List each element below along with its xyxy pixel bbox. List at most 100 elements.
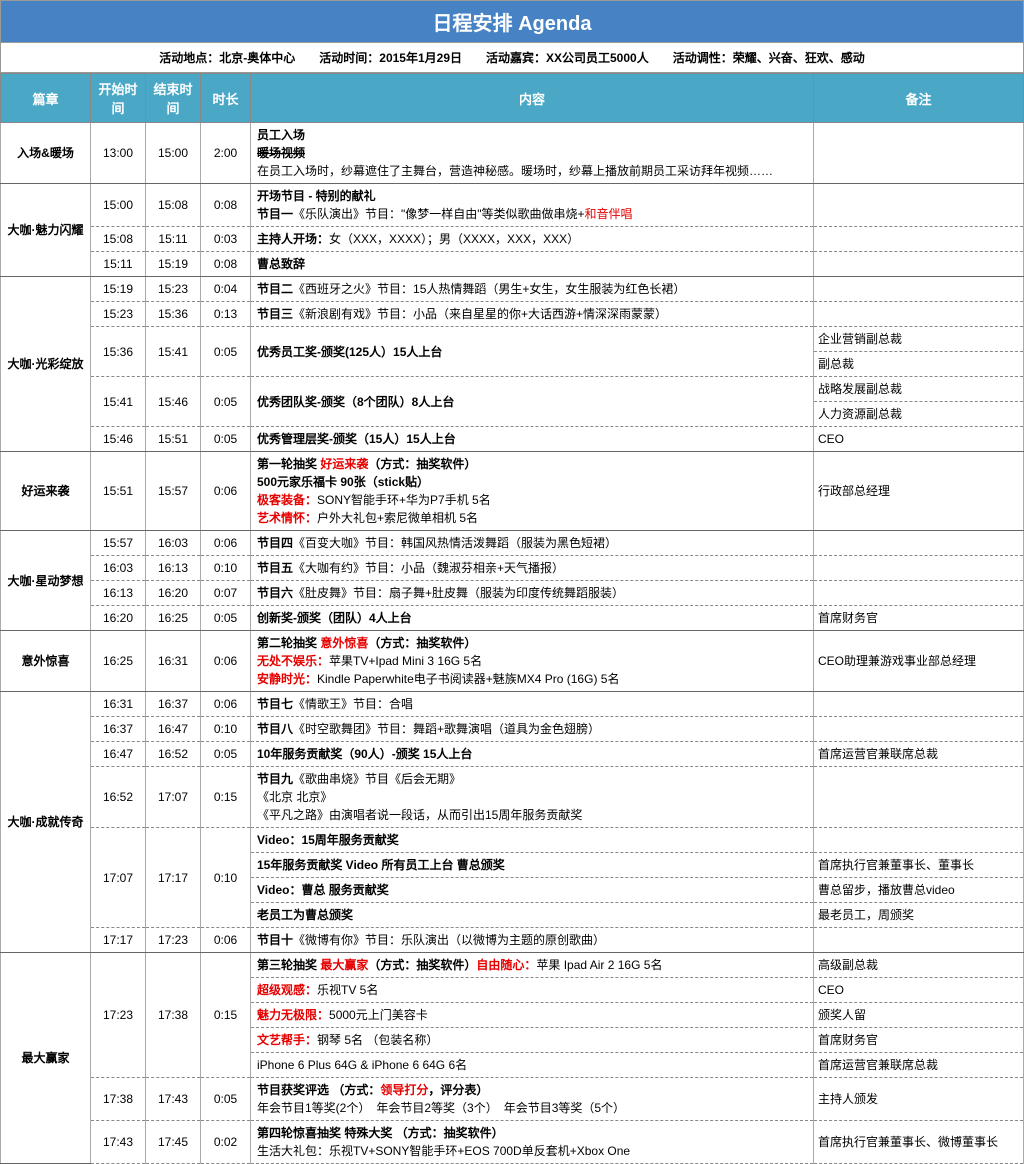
note-cell [814, 828, 1024, 853]
h-dur: 时长 [201, 74, 251, 123]
duration: 0:10 [201, 828, 251, 928]
content-cell: 员工入场 暖场视频 在员工入场时，纱幕遮住了主舞台，营造神秘感。暖场时，纱幕上播… [251, 123, 814, 184]
duration: 0:08 [201, 184, 251, 227]
note-cell: 企业营销副总裁 [814, 327, 1024, 352]
duration: 0:06 [201, 928, 251, 953]
note-cell [814, 302, 1024, 327]
content-cell: 节目七《情歌王》节目：合唱 [251, 692, 814, 717]
content-cell: 第三轮抽奖 最大赢家（方式：抽奖软件）自由随心：苹果 Ipad Air 2 16… [251, 953, 814, 978]
duration: 0:15 [201, 767, 251, 828]
start-time: 15:00 [91, 184, 146, 227]
content-cell: Video：15周年服务贡献奖 [251, 828, 814, 853]
content-cell: 优秀管理层奖-颁奖（15人）15人上台 [251, 427, 814, 452]
content-cell: 节目八《时空歌舞团》节目：舞蹈+歌舞演唱（道具为金色翅膀） [251, 717, 814, 742]
duration: 0:10 [201, 717, 251, 742]
table-row: 意外惊喜 16:25 16:31 0:06 第二轮抽奖 意外惊喜（方式：抽奖软件… [1, 631, 1024, 692]
table-row: 16:47 16:52 0:05 10年服务贡献奖（90人）-颁奖 15人上台 … [1, 742, 1024, 767]
content-cell: 节目六《肚皮舞》节目：扇子舞+肚皮舞（服装为印度传统舞蹈服装） [251, 581, 814, 606]
content-cell: 老员工为曹总颁奖 [251, 903, 814, 928]
duration: 0:15 [201, 953, 251, 1078]
note-cell: 战略发展副总裁 [814, 377, 1024, 402]
content-line: 《平凡之路》由演唱者说一段话，从而引出15周年服务贡献奖 [257, 806, 809, 824]
content-line: 暖场视频 [257, 144, 809, 162]
table-row: 15:36 15:41 0:05 优秀员工奖-颁奖(125人）15人上台 企业营… [1, 327, 1024, 352]
start-time: 16:52 [91, 767, 146, 828]
content-line: 第一轮抽奖 好运来袭（方式：抽奖软件） [257, 455, 809, 473]
duration: 0:05 [201, 742, 251, 767]
chapter-label: 大咖·星动梦想 [1, 531, 91, 631]
start-time: 16:37 [91, 717, 146, 742]
start-time: 15:57 [91, 531, 146, 556]
duration: 0:04 [201, 277, 251, 302]
info-bar: 活动地点：北京-奥体中心 活动时间：2015年1月29日 活动嘉宾：XX公司员工… [0, 43, 1024, 73]
table-row: 16:13 16:20 0:07 节目六《肚皮舞》节目：扇子舞+肚皮舞（服装为印… [1, 581, 1024, 606]
content-line: 500元家乐福卡 90张（stick贴） [257, 473, 809, 491]
header-row: 篇章 开始时间 结束时间 时长 内容 备注 [1, 74, 1024, 123]
content-line: 节目九《歌曲串烧》节目《后会无期》 [257, 770, 809, 788]
duration: 0:02 [201, 1121, 251, 1164]
table-row: 15:41 15:46 0:05 优秀团队奖-颁奖（8个团队）8人上台 战略发展… [1, 377, 1024, 402]
agenda-table: 篇章 开始时间 结束时间 时长 内容 备注 入场&暖场 13:00 15:00 … [0, 73, 1024, 1164]
chapter-label: 意外惊喜 [1, 631, 91, 692]
start-time: 17:17 [91, 928, 146, 953]
duration: 0:07 [201, 581, 251, 606]
content-cell: 优秀团队奖-颁奖（8个团队）8人上台 [251, 377, 814, 427]
note-cell [814, 767, 1024, 828]
end-time: 15:36 [146, 302, 201, 327]
table-row: 17:07 17:17 0:10 Video：15周年服务贡献奖 [1, 828, 1024, 853]
table-row: 入场&暖场 13:00 15:00 2:00 员工入场 暖场视频 在员工入场时，… [1, 123, 1024, 184]
start-time: 15:08 [91, 227, 146, 252]
content-cell: 超级观感：乐视TV 5名 [251, 978, 814, 1003]
note-cell [814, 184, 1024, 227]
duration: 0:10 [201, 556, 251, 581]
table-row: 17:17 17:23 0:06 节目十《微博有你》节目：乐队演出（以微博为主题… [1, 928, 1024, 953]
page-title: 日程安排 Agenda [0, 0, 1024, 43]
table-row: 16:20 16:25 0:05 创新奖-颁奖（团队）4人上台 首席财务官 [1, 606, 1024, 631]
note-cell [814, 928, 1024, 953]
content-cell: 10年服务贡献奖（90人）-颁奖 15人上台 [251, 742, 814, 767]
note-cell: CEO助理兼游戏事业部总经理 [814, 631, 1024, 692]
duration: 0:06 [201, 531, 251, 556]
chapter-label: 入场&暖场 [1, 123, 91, 184]
content-cell: 节目十《微博有你》节目：乐队演出（以微博为主题的原创歌曲） [251, 928, 814, 953]
content-line: 无处不娱乐：苹果TV+Ipad Mini 3 16G 5名 [257, 652, 809, 670]
start-time: 13:00 [91, 123, 146, 184]
table-row: 15:08 15:11 0:03 主持人开场：女（XXX，XXXX）；男（XXX… [1, 227, 1024, 252]
content-cell: 文艺帮手：钢琴 5名 （包装名称） [251, 1028, 814, 1053]
duration: 0:06 [201, 692, 251, 717]
note-cell [814, 227, 1024, 252]
start-time: 17:23 [91, 953, 146, 1078]
start-time: 15:11 [91, 252, 146, 277]
h-content: 内容 [251, 74, 814, 123]
content-cell: Video：曹总 服务贡献奖 [251, 878, 814, 903]
h-note: 备注 [814, 74, 1024, 123]
note-cell: 首席财务官 [814, 606, 1024, 631]
content-cell: 创新奖-颁奖（团队）4人上台 [251, 606, 814, 631]
duration: 0:08 [201, 252, 251, 277]
content-cell: 优秀员工奖-颁奖(125人）15人上台 [251, 327, 814, 377]
content-line: 第四轮惊喜抽奖 特殊大奖 （方式：抽奖软件） [257, 1124, 809, 1142]
table-row: 16:52 17:07 0:15 节目九《歌曲串烧》节目《后会无期》 《北京 北… [1, 767, 1024, 828]
end-time: 16:03 [146, 531, 201, 556]
duration: 0:06 [201, 452, 251, 531]
end-time: 17:38 [146, 953, 201, 1078]
table-row: 大咖·成就传奇 16:31 16:37 0:06 节目七《情歌王》节目：合唱 [1, 692, 1024, 717]
start-time: 15:36 [91, 327, 146, 377]
content-line: 极客装备：SONY智能手环+华为P7手机 5名 [257, 491, 809, 509]
end-time: 15:19 [146, 252, 201, 277]
duration: 0:03 [201, 227, 251, 252]
h-chapter: 篇章 [1, 74, 91, 123]
content-cell: 主持人开场：女（XXX，XXXX）；男（XXXX，XXX，XXX） [251, 227, 814, 252]
start-time: 16:13 [91, 581, 146, 606]
start-time: 16:25 [91, 631, 146, 692]
content-line: 在员工入场时，纱幕遮住了主舞台，营造神秘感。暖场时，纱幕上播放前期员工采访拜年视… [257, 162, 809, 180]
table-row: 15:23 15:36 0:13 节目三《新浪剧有戏》节目：小品（来自星星的你+… [1, 302, 1024, 327]
start-time: 16:20 [91, 606, 146, 631]
end-time: 17:07 [146, 767, 201, 828]
note-cell [814, 277, 1024, 302]
content-line: 安静时光：Kindle Paperwhite电子书阅读器+魅族MX4 Pro (… [257, 670, 809, 688]
note-cell: 首席财务官 [814, 1028, 1024, 1053]
chapter-label: 最大赢家 [1, 953, 91, 1164]
end-time: 15:11 [146, 227, 201, 252]
duration: 0:13 [201, 302, 251, 327]
